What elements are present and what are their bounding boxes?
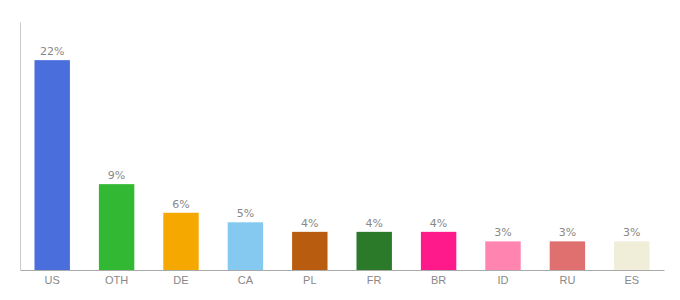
bar bbox=[614, 241, 649, 270]
x-tick-label: DE bbox=[173, 274, 188, 286]
bar bbox=[485, 241, 520, 270]
plot: US OTH DE CA PL FR BR ID RU ES 22% 9% 6% 5% 4% 4% 4% 3% 3%… bbox=[21, 23, 665, 286]
bar bbox=[550, 241, 585, 270]
x-axis-line bbox=[21, 270, 665, 271]
y-axis-line bbox=[20, 23, 21, 271]
data-label: 4% bbox=[365, 217, 382, 230]
x-axis: US OTH DE CA PL FR BR ID RU ES bbox=[21, 270, 665, 286]
data-label: 3% bbox=[559, 226, 576, 239]
bar bbox=[292, 232, 327, 270]
data-label: 4% bbox=[430, 217, 447, 230]
x-tick: CA bbox=[238, 270, 254, 286]
chart: US OTH DE CA PL FR BR ID RU ES 22% 9% 6% 5% 4% 4% 4% 3% 3%… bbox=[0, 0, 680, 300]
data-label: 22% bbox=[40, 45, 64, 58]
bar bbox=[356, 232, 391, 270]
bar bbox=[228, 222, 263, 270]
x-tick-label: ES bbox=[624, 274, 639, 286]
x-tick: RU bbox=[559, 270, 575, 286]
x-tick: ID bbox=[498, 270, 509, 286]
y-axis bbox=[20, 23, 21, 271]
x-tick: US bbox=[45, 270, 60, 286]
data-label: 4% bbox=[301, 217, 318, 230]
x-tick-label: OTH bbox=[105, 274, 128, 286]
data-label: 6% bbox=[172, 198, 189, 211]
x-tick: BR bbox=[431, 270, 446, 286]
data-label: 9% bbox=[108, 169, 125, 182]
x-tick: ES bbox=[624, 270, 639, 286]
x-tick: OTH bbox=[105, 270, 128, 286]
x-tick-label: ID bbox=[498, 274, 509, 286]
data-labels: 22% 9% 6% 5% 4% 4% 4% 3% 3% 3% bbox=[40, 45, 641, 239]
x-tick: PL bbox=[303, 270, 316, 286]
x-tick-label: PL bbox=[303, 274, 316, 286]
x-tick: DE bbox=[173, 270, 188, 286]
bars bbox=[34, 60, 649, 270]
x-tick-label: CA bbox=[238, 274, 254, 286]
data-label: 5% bbox=[237, 207, 254, 220]
data-label: 3% bbox=[623, 226, 640, 239]
bar bbox=[163, 213, 198, 270]
x-tick-label: FR bbox=[367, 274, 382, 286]
data-label: 3% bbox=[494, 226, 511, 239]
x-tick-label: RU bbox=[559, 274, 575, 286]
x-tick-label: BR bbox=[431, 274, 446, 286]
x-tick-label: US bbox=[45, 274, 60, 286]
bar bbox=[34, 60, 69, 270]
x-tick: FR bbox=[367, 270, 382, 286]
bar bbox=[99, 184, 134, 270]
bar bbox=[421, 232, 456, 270]
